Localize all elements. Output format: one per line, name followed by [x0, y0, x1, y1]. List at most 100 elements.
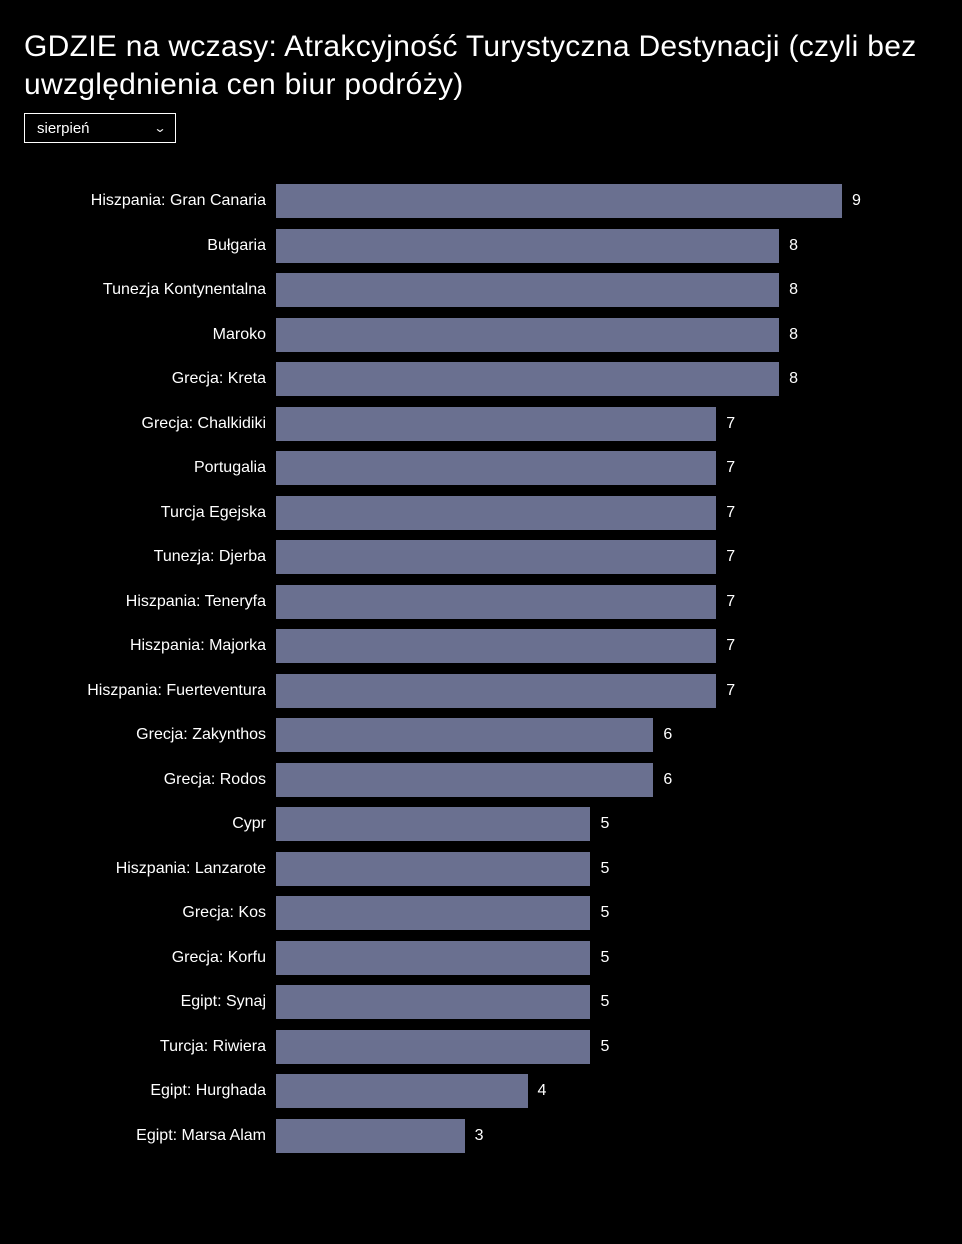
bar-track: 5 — [276, 802, 914, 847]
category-label: Maroko — [30, 326, 276, 344]
value-label: 8 — [789, 237, 798, 255]
value-label: 5 — [600, 860, 609, 878]
bar — [276, 273, 779, 307]
bar — [276, 451, 716, 485]
chart-row: Grecja: Chalkidiki 7 — [30, 402, 914, 447]
chart-row: Portugalia7 — [30, 446, 914, 491]
bar — [276, 407, 716, 441]
category-label: Turcja: Riwiera — [30, 1038, 276, 1056]
value-label: 7 — [726, 682, 735, 700]
chart-row: Hiszpania: Majorka 7 — [30, 624, 914, 669]
bar — [276, 896, 590, 930]
bar-track: 8 — [276, 224, 914, 269]
month-dropdown-value: sierpień — [37, 120, 90, 137]
bar-track: 8 — [276, 357, 914, 402]
bar — [276, 1119, 465, 1153]
chart-row: Turcja: Riwiera 5 — [30, 1025, 914, 1070]
value-label: 8 — [789, 281, 798, 299]
bar-track: 6 — [276, 758, 914, 803]
category-label: Grecja: Kos — [30, 904, 276, 922]
category-label: Grecja: Chalkidiki — [30, 415, 276, 433]
chart-row: Egipt: Marsa Alam 3 — [30, 1114, 914, 1159]
category-label: Grecja: Korfu — [30, 949, 276, 967]
chart-row: Hiszpania: Gran Canaria 9 — [30, 179, 914, 224]
bar — [276, 229, 779, 263]
bar-track: 7 — [276, 402, 914, 447]
bar-track: 5 — [276, 980, 914, 1025]
bar — [276, 1074, 528, 1108]
value-label: 7 — [726, 415, 735, 433]
bar — [276, 763, 653, 797]
bar-track: 5 — [276, 847, 914, 892]
chart-row: Egipt: Hurghada 4 — [30, 1069, 914, 1114]
category-label: Egipt: Synaj — [30, 993, 276, 1011]
bar — [276, 184, 842, 218]
chart-row: Grecja: Rodos6 — [30, 758, 914, 803]
category-label: Hiszpania: Fuerteventura — [30, 682, 276, 700]
value-label: 5 — [600, 949, 609, 967]
category-label: Hiszpania: Teneryfa — [30, 593, 276, 611]
bar — [276, 496, 716, 530]
value-label: 7 — [726, 593, 735, 611]
category-label: Grecja: Zakynthos — [30, 726, 276, 744]
chart-row: Bułgaria 8 — [30, 224, 914, 269]
value-label: 4 — [538, 1082, 547, 1100]
bar-track: 6 — [276, 713, 914, 758]
category-label: Bułgaria — [30, 237, 276, 255]
chart-row: Hiszpania: Lanzarote5 — [30, 847, 914, 892]
value-label: 6 — [663, 726, 672, 744]
category-label: Hiszpania: Gran Canaria — [30, 192, 276, 210]
chart-row: Maroko 8 — [30, 313, 914, 358]
month-dropdown[interactable]: sierpień ⌄ — [24, 113, 176, 143]
bar-track: 7 — [276, 669, 914, 714]
category-label: Egipt: Hurghada — [30, 1082, 276, 1100]
category-label: Cypr — [30, 815, 276, 833]
chart-row: Grecja: Korfu 5 — [30, 936, 914, 981]
bar — [276, 985, 590, 1019]
bar-track: 5 — [276, 936, 914, 981]
bar-track: 7 — [276, 535, 914, 580]
chart-row: Turcja Egejska 7 — [30, 491, 914, 536]
bar — [276, 852, 590, 886]
value-label: 7 — [726, 504, 735, 522]
bar-track: 7 — [276, 491, 914, 536]
bar — [276, 941, 590, 975]
bar — [276, 629, 716, 663]
chart-row: Tunezja Kontynentalna 8 — [30, 268, 914, 313]
value-label: 5 — [600, 815, 609, 833]
bar-track: 3 — [276, 1114, 914, 1159]
bar-track: 7 — [276, 580, 914, 625]
category-label: Portugalia — [30, 459, 276, 477]
bar-track: 7 — [276, 624, 914, 669]
bar — [276, 540, 716, 574]
category-label: Egipt: Marsa Alam — [30, 1127, 276, 1145]
category-label: Grecja: Kreta — [30, 370, 276, 388]
category-label: Hiszpania: Majorka — [30, 637, 276, 655]
category-label: Grecja: Rodos — [30, 771, 276, 789]
chart-row: Tunezja: Djerba7 — [30, 535, 914, 580]
bar — [276, 807, 590, 841]
bar-track: 4 — [276, 1069, 914, 1114]
value-label: 5 — [600, 904, 609, 922]
value-label: 9 — [852, 192, 861, 210]
bar-track: 9 — [276, 179, 914, 224]
chart-row: Grecja: Kreta8 — [30, 357, 914, 402]
bar — [276, 585, 716, 619]
value-label: 8 — [789, 326, 798, 344]
bar — [276, 362, 779, 396]
chart-row: Hiszpania: Teneryfa 7 — [30, 580, 914, 625]
value-label: 5 — [600, 1038, 609, 1056]
category-label: Turcja Egejska — [30, 504, 276, 522]
chart-row: Cypr 5 — [30, 802, 914, 847]
bar-track: 8 — [276, 313, 914, 358]
bar-track: 5 — [276, 891, 914, 936]
chart-title: GDZIE na wczasy: Atrakcyjność Turystyczn… — [24, 28, 934, 103]
bar — [276, 718, 653, 752]
value-label: 7 — [726, 637, 735, 655]
bar-chart: Hiszpania: Gran Canaria9Bułgaria8Tunezja… — [24, 179, 938, 1158]
value-label: 3 — [475, 1127, 484, 1145]
bar-track: 8 — [276, 268, 914, 313]
value-label: 7 — [726, 548, 735, 566]
category-label: Tunezja Kontynentalna — [30, 281, 276, 299]
bar — [276, 674, 716, 708]
